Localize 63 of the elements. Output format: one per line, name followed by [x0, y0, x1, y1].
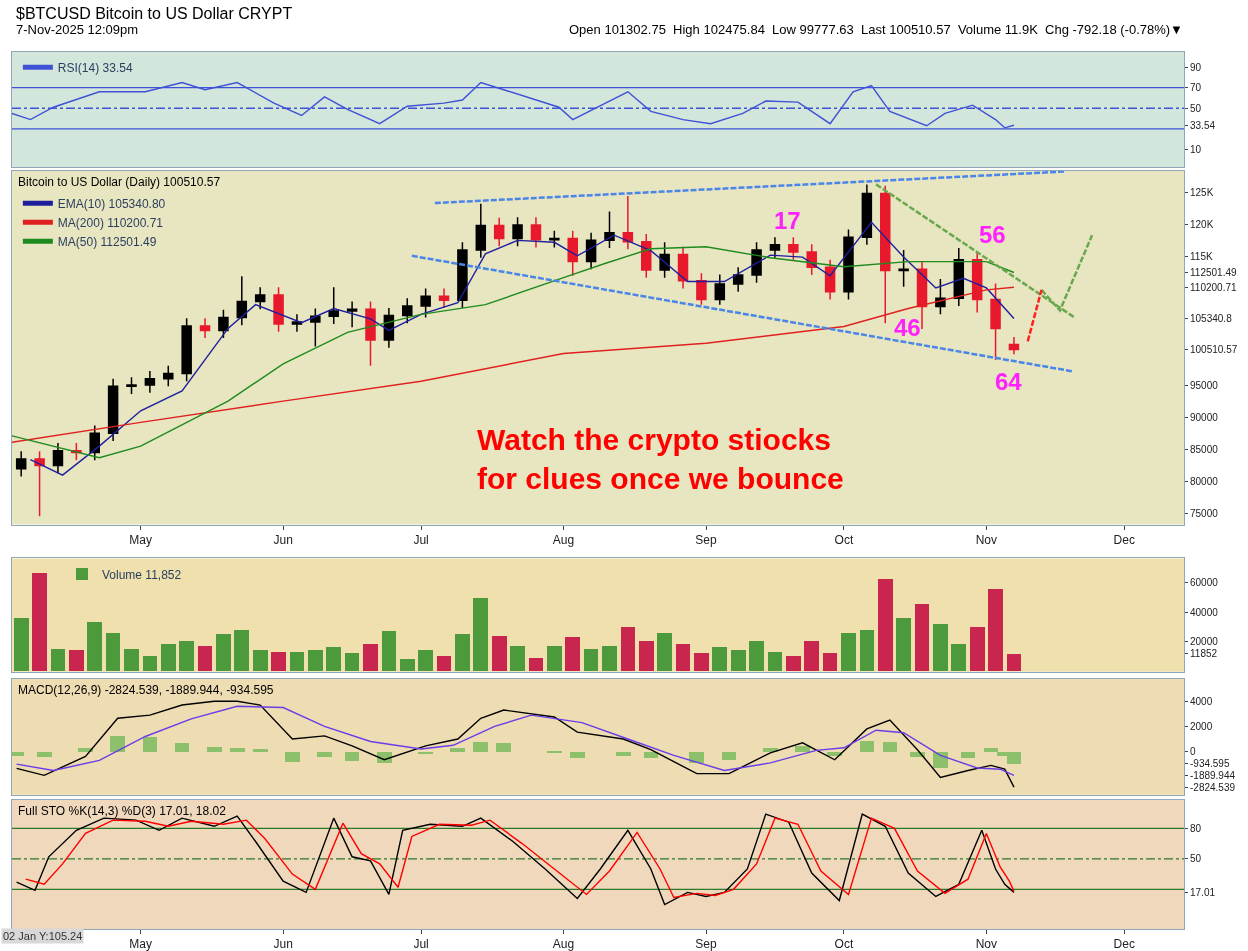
x-tick-label: Jun	[273, 533, 293, 548]
chart-title: Full STO %K(14,3) %D(3) 17.01, 18.02	[18, 804, 227, 818]
y-tick-label: -1889.944	[1190, 769, 1236, 781]
annotation: 46	[894, 314, 921, 341]
y-tick-label: 90000	[1190, 411, 1219, 423]
x-tick-label: Nov	[975, 937, 998, 951]
annotation: 64	[995, 368, 1023, 395]
legend-label: EMA(10) 105340.80	[57, 196, 166, 211]
x-tick-label: Sep	[695, 533, 718, 548]
y-tick-label: 70	[1190, 82, 1202, 94]
y-tick-label: 105340.8	[1190, 313, 1233, 325]
chart-title: MACD(12,26,9) -2824.539, -1889.944, -934.595	[18, 683, 274, 697]
y-tick-label: 11852	[1190, 648, 1218, 660]
x-tick-label: May	[129, 937, 153, 951]
x-tick-label: Sep	[695, 937, 718, 951]
y-tick-label: 4000	[1190, 695, 1213, 707]
y-tick-label: 50	[1190, 853, 1202, 865]
y-tick-label: 0	[1190, 746, 1196, 758]
annotation: 17	[774, 207, 801, 234]
legend-label: RSI(14) 33.54	[57, 60, 133, 75]
x-tick-label: Oct	[834, 533, 854, 548]
legend-label: Volume 11,852	[102, 567, 182, 582]
y-tick-label: 20000	[1190, 636, 1219, 648]
y-tick-label: 33.54	[1190, 119, 1216, 131]
y-tick-label: 80	[1190, 822, 1202, 834]
x-tick-label: Aug	[552, 533, 575, 548]
x-tick-label: Aug	[552, 937, 575, 951]
y-tick-label: 2000	[1190, 720, 1213, 732]
y-tick-label: 115K	[1190, 250, 1213, 262]
y-tick-label: 112501.49	[1190, 267, 1237, 278]
y-tick-label: 40000	[1190, 606, 1219, 618]
y-tick-label: 10	[1190, 143, 1202, 155]
y-tick-label: 50	[1190, 102, 1202, 114]
y-tick-label: 75000	[1190, 508, 1219, 520]
y-tick-label: 120K	[1190, 218, 1214, 230]
x-tick-label: May	[129, 533, 153, 548]
x-tick-label: Jul	[413, 937, 429, 951]
chart-title: Bitcoin to US Dollar (Daily) 100510.57	[18, 175, 221, 189]
y-tick-label: -934.595	[1190, 757, 1230, 769]
text: Open 101302.75 High 102475.84 Low 99777.63 Last 100510.57 Volume 11.9K Chg -792.18 (-0.78%)▼	[569, 22, 1183, 37]
y-tick-label: 95000	[1190, 379, 1219, 391]
annotation: Watch the crypto stiocks for clues once we bounce	[477, 423, 844, 495]
y-tick-label: 80000	[1190, 476, 1219, 488]
chart-subtitle: 7-Nov-2025 12:09pm	[16, 22, 139, 37]
x-tick-label: Jun	[273, 937, 293, 951]
x-tick-label: Dec	[1113, 533, 1135, 548]
y-tick-label: 90	[1190, 61, 1202, 73]
y-tick-label: 125K	[1190, 186, 1214, 198]
x-tick-label: Nov	[975, 533, 998, 548]
legend-label: MA(50) 112501.49	[57, 234, 157, 249]
x-tick-label: Dec	[1113, 937, 1135, 951]
y-tick-label: 85000	[1190, 443, 1219, 455]
text: 02 Jan Y:105.24	[3, 930, 83, 942]
y-tick-label: 60000	[1190, 576, 1219, 588]
y-tick-label: -2824.539	[1190, 781, 1236, 793]
x-tick-label: Jul	[413, 533, 429, 548]
x-tick-label: Oct	[834, 937, 854, 951]
annotation: 56	[979, 221, 1006, 248]
y-tick-label: 110200.71	[1190, 281, 1237, 293]
y-tick-label: 17.01	[1190, 886, 1216, 898]
legend-label: MA(200) 110200.71	[57, 215, 164, 230]
chart-title: $BTCUSD Bitcoin to US Dollar CRYPT	[16, 5, 293, 22]
y-tick-label: 100510.57	[1190, 344, 1238, 356]
